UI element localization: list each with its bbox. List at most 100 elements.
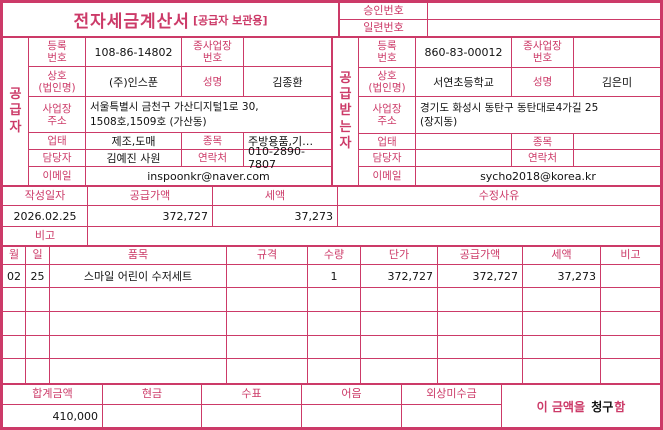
supplier-company: (주)인스푼 — [86, 67, 182, 96]
note-label: 비고 — [3, 226, 88, 245]
buyer-email: sycho2018@korea.kr — [480, 169, 596, 183]
item-month: 02 — [3, 264, 26, 288]
supply-amount-value: 372,727 — [88, 206, 213, 226]
buyer-company-label: 상호 (법인명) — [359, 67, 416, 97]
supplier-address-label: 사업장 주소 — [29, 96, 86, 133]
receivable-value — [402, 405, 501, 427]
cash-value — [103, 405, 202, 427]
item-row-empty — [3, 312, 660, 336]
totals-value-row: 410,000 — [3, 405, 501, 427]
note-value — [88, 227, 660, 245]
supplier-biz-item-label: 종목 — [182, 133, 244, 150]
buyer-block: 공급받는자 등록 번호 860-83-00012 종사업장 번호 상호 (법인명… — [333, 38, 660, 185]
bill-value — [302, 405, 402, 427]
buyer-manager — [416, 150, 512, 167]
title-main: 전자세금계산서 — [73, 12, 190, 32]
buyer-sub-biz-label: 종사업장 번호 — [512, 38, 574, 67]
col-tax-header: 세액 — [523, 247, 601, 264]
item-spec — [227, 264, 308, 288]
item-row-empty — [3, 288, 660, 313]
supplier-contact-label: 연락처 — [182, 150, 244, 167]
supplier-reg-no-label: 등록 번호 — [29, 38, 86, 67]
col-spec-header: 규격 — [227, 247, 308, 264]
supplier-address: 서울특별시 금천구 가산디지털1로 30, 1508호,1509호 (가산동) — [90, 101, 259, 128]
approval-number-label: 승인번호 — [340, 3, 428, 19]
col-qty-header: 수량 — [308, 247, 361, 264]
issue-date-label: 작성일자 — [3, 187, 88, 206]
supplier-manager: 김예진 사원 — [86, 150, 182, 167]
supplier-manager-label: 담당자 — [29, 150, 86, 167]
serial-number-label: 일련번호 — [340, 20, 428, 36]
buyer-biz-type-label: 업태 — [359, 133, 416, 150]
totals-header-row: 합계금액 현금 수표 어음 외상미수금 — [3, 385, 501, 405]
supplier-side-label: 공급자 — [9, 87, 22, 135]
supplier-name: 김종환 — [272, 75, 303, 89]
totals-section: 합계금액 현금 수표 어음 외상미수금 410,000 이 금액을 청구 함 — [3, 385, 660, 427]
tax-amount-value: 37,273 — [213, 206, 338, 226]
buyer-side-label-cell: 공급받는자 — [333, 38, 359, 185]
col-note-header: 비고 — [620, 248, 641, 262]
supplier-sub-biz-no — [244, 38, 331, 66]
receivable-label: 외상미수금 — [426, 387, 477, 401]
col-day-header: 일 — [26, 247, 50, 264]
col-item-header: 품목 — [50, 247, 227, 264]
check-value — [202, 405, 302, 427]
issue-date-value: 2026.02.25 — [3, 206, 88, 226]
supplier-company-label: 상호 (법인명) — [29, 67, 86, 96]
item-qty: 1 — [308, 264, 361, 288]
supplier-sub-biz-label: 종사업장 번호 — [182, 38, 244, 67]
supplier-biz-type: 제조,도매 — [86, 133, 182, 150]
buyer-contact-label: 연락처 — [512, 150, 574, 167]
item-day: 25 — [26, 264, 50, 288]
billing-statement: 이 금액을 청구 함 — [501, 385, 660, 427]
parties-section: 공급자 등록 번호 108-86-14802 종사업장 번호 상호 (법인명) … — [3, 38, 660, 187]
buyer-email-label: 이메일 — [359, 167, 416, 185]
buyer-biz-item — [574, 134, 660, 150]
item-tax-amount: 37,273 — [523, 264, 601, 288]
buyer-name-label: 성명 — [512, 67, 574, 97]
item-row: 02 25 스마일 어린이 수저세트 1 372,727 372,727 37,… — [3, 264, 660, 289]
supplier-name-label: 성명 — [182, 67, 244, 96]
col-unit-price-header: 단가 — [361, 247, 438, 264]
item-note — [601, 265, 660, 288]
buyer-contact — [574, 150, 660, 166]
col-supply-header: 공급가액 — [438, 247, 523, 264]
check-label: 수표 — [202, 385, 302, 404]
document-title: 전자세금계산서 [공급자 보관용] — [3, 3, 340, 36]
item-name: 스마일 어린이 수저세트 — [50, 264, 227, 288]
item-supply-amount: 372,727 — [438, 264, 523, 288]
buyer-address-label: 사업장 주소 — [359, 97, 416, 133]
supplier-reg-no: 108-86-14802 — [86, 38, 182, 67]
items-header-row: 월 일 품목 규격 수량 단가 공급가액 세액 비고 — [3, 247, 660, 265]
cash-label: 현금 — [103, 385, 202, 404]
statement-suffix: 함 — [614, 399, 626, 414]
buyer-sub-biz-no — [574, 38, 660, 67]
revision-reason-label: 수정사유 — [478, 188, 520, 202]
buyer-reg-no: 860-83-00012 — [416, 38, 512, 67]
supply-amount-label: 공급가액 — [88, 187, 213, 206]
supplier-biz-item: 주방용품,기… — [248, 135, 314, 149]
supplier-biz-type-label: 업태 — [29, 133, 86, 150]
buyer-name: 김은미 — [601, 75, 633, 89]
buyer-manager-label: 담당자 — [359, 150, 416, 167]
buyer-address: 경기도 화성시 동탄구 동탄대로4가길 25 (장지동) — [420, 101, 599, 128]
approval-numbers: 승인번호 일련번호 — [340, 3, 660, 36]
col-month-header: 월 — [3, 247, 26, 264]
supplier-contact: 010-2890-7807 — [248, 145, 305, 172]
buyer-side-label: 공급받는자 — [339, 70, 352, 151]
statement-prefix: 이 금액을 — [536, 399, 585, 414]
items-table: 월 일 품목 규격 수량 단가 공급가액 세액 비고 02 25 스마일 어린이… — [3, 247, 660, 385]
bill-label: 어음 — [302, 385, 402, 404]
supplier-side-label-cell: 공급자 — [3, 38, 29, 185]
buyer-reg-no-label: 등록 번호 — [359, 38, 416, 67]
title-copy-type: [공급자 보관용] — [192, 13, 268, 27]
total-amount-label: 합계금액 — [3, 385, 103, 404]
item-unit-price: 372,727 — [361, 264, 438, 288]
supplier-email: inspoonkr@naver.com — [147, 169, 270, 183]
buyer-biz-item-label: 종목 — [512, 133, 574, 150]
header-section: 전자세금계산서 [공급자 보관용] 승인번호 일련번호 — [3, 3, 660, 38]
buyer-company: 서연초등학교 — [416, 67, 512, 97]
tax-amount-label: 세액 — [213, 187, 338, 206]
buyer-biz-type — [416, 133, 512, 150]
